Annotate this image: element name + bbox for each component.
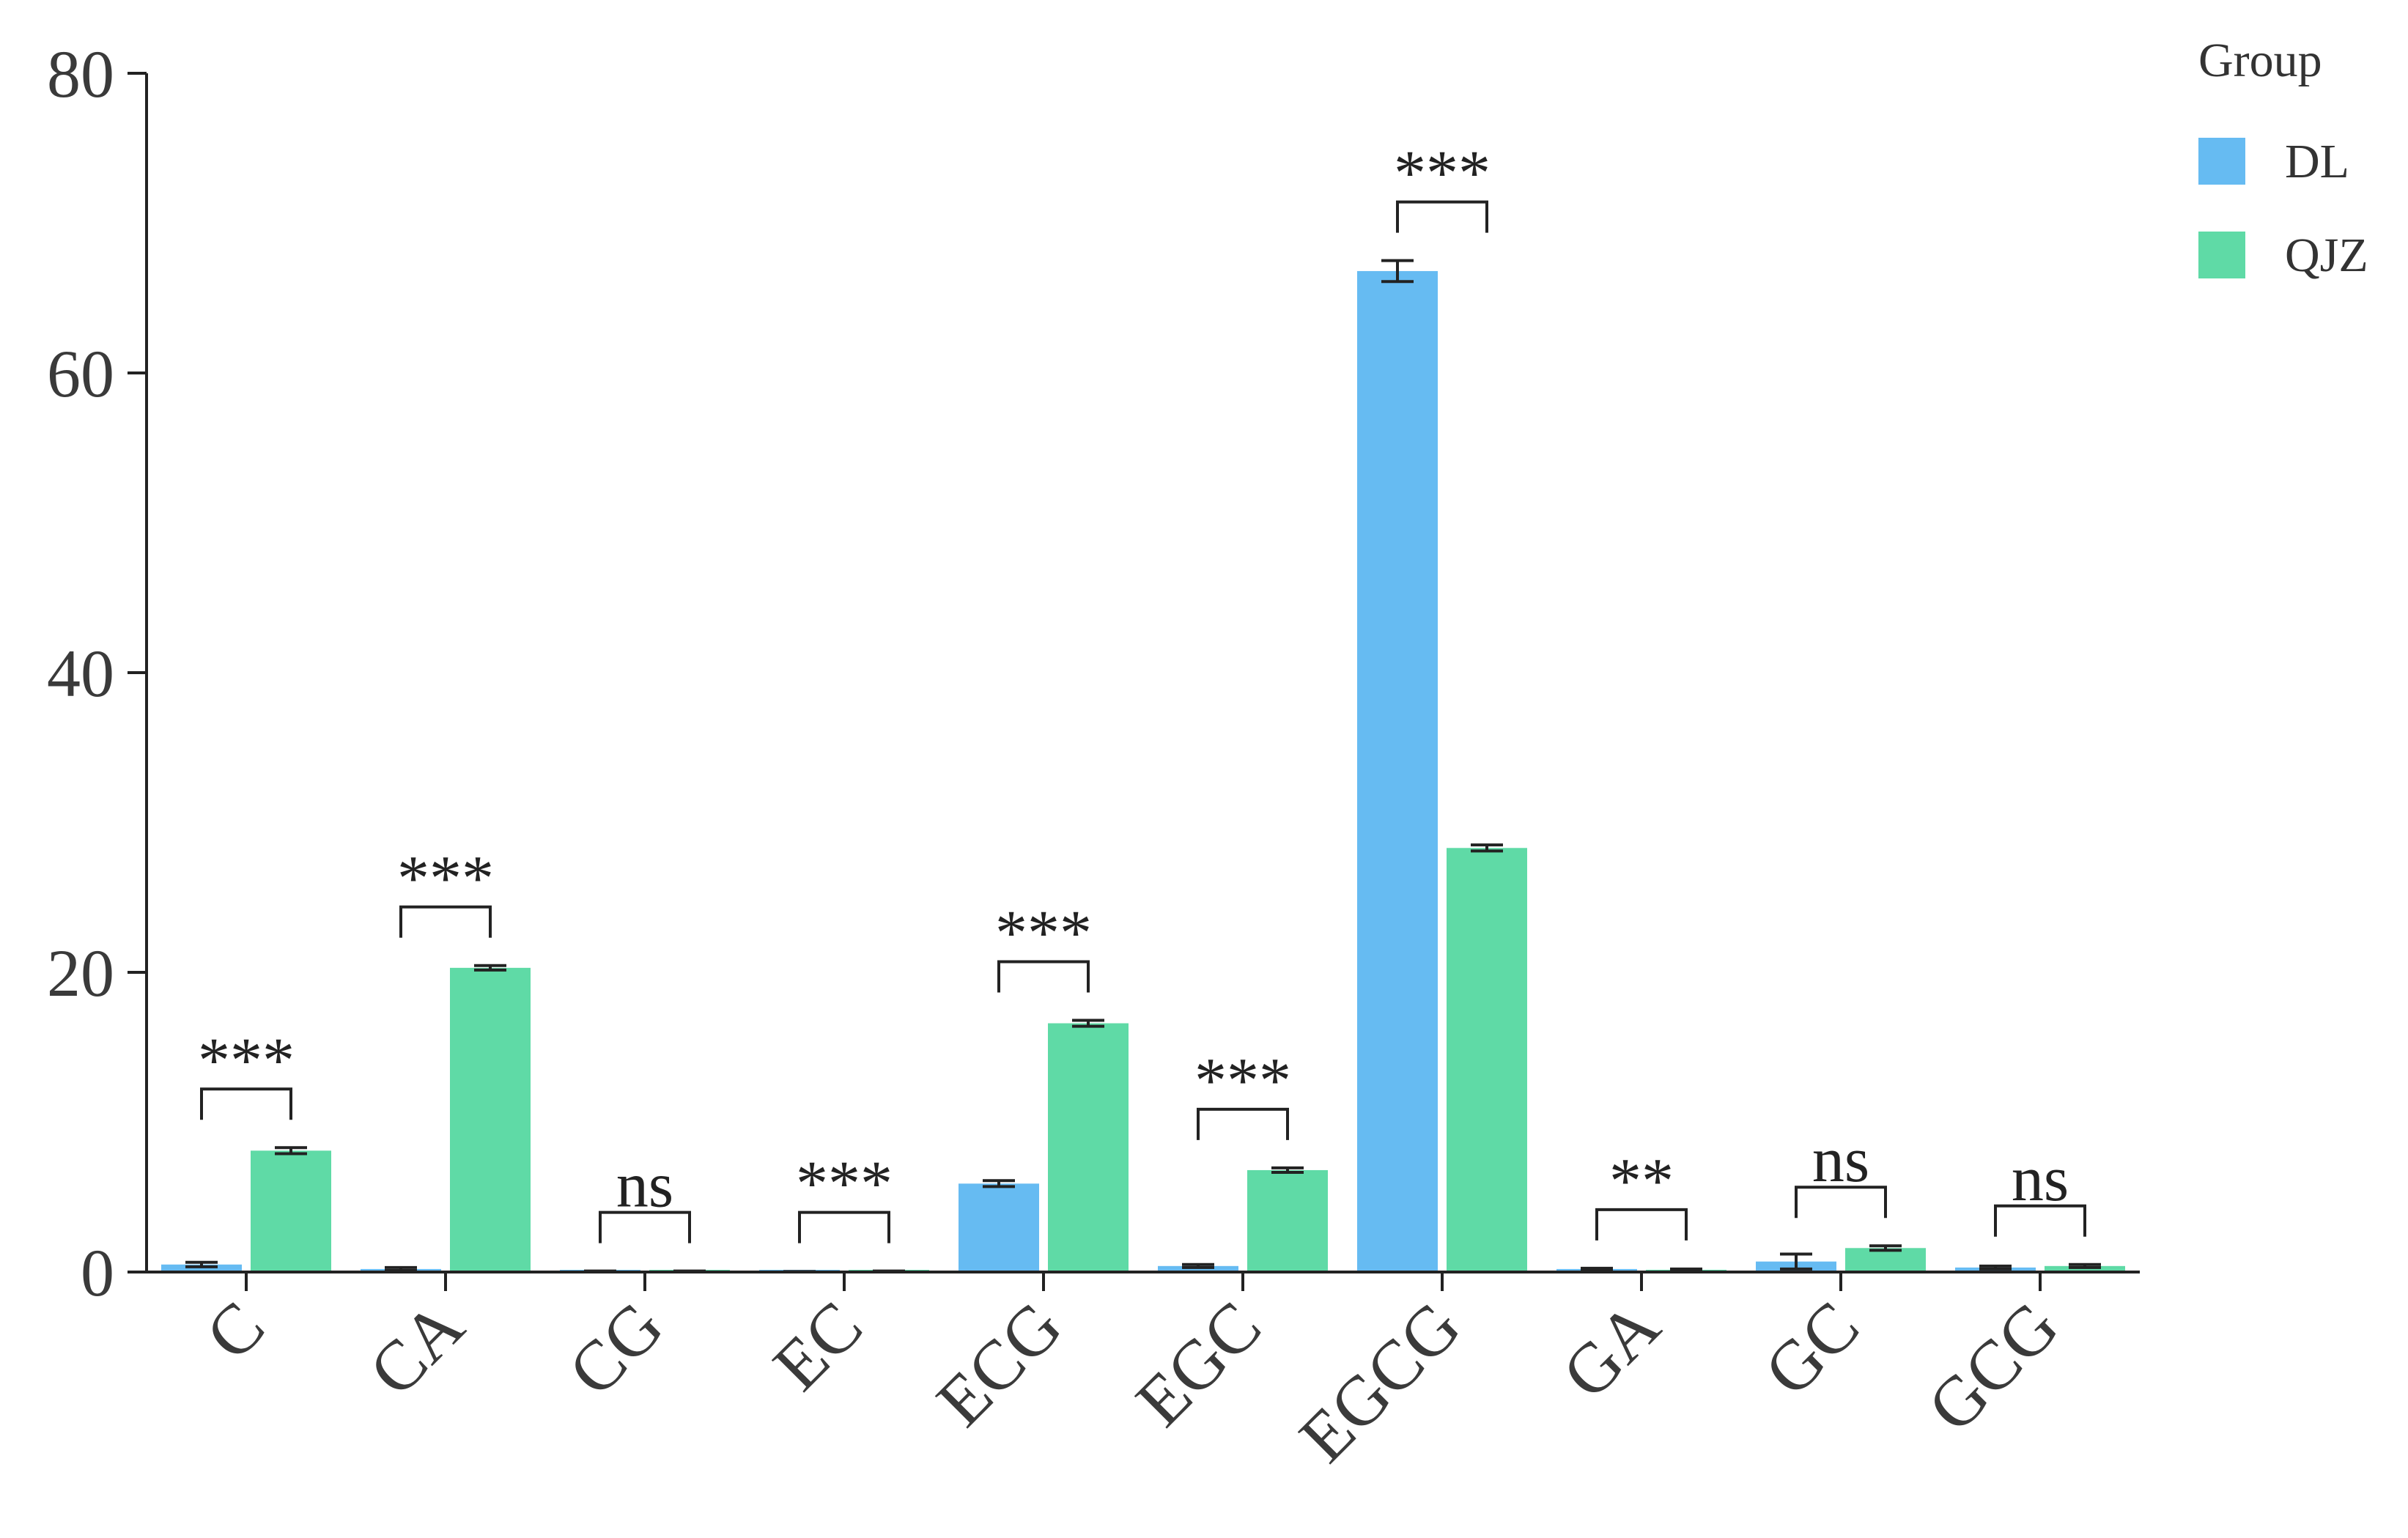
significance-label: *** bbox=[796, 1149, 893, 1220]
significance-bracket bbox=[1396, 200, 1488, 233]
error-bar-qjz-gc bbox=[1869, 1244, 1902, 1252]
bars bbox=[161, 270, 2125, 1273]
y-tick-label: 60 bbox=[47, 336, 114, 411]
x-axis: C CA CG EC ECG EGC EGCG GA GC GCG bbox=[147, 1271, 2140, 1477]
significance-bracket bbox=[1197, 1107, 1289, 1140]
significance-label: ns bbox=[2012, 1144, 2069, 1215]
error-bar-qjz-egcg bbox=[1471, 843, 1503, 853]
bar-qjz-ca bbox=[450, 967, 531, 1272]
x-tick-label: GCG bbox=[1913, 1286, 2073, 1446]
x-tick-label: EC bbox=[758, 1286, 876, 1405]
error-bar-dl-ga bbox=[1581, 1266, 1613, 1271]
significance-bracket bbox=[798, 1210, 890, 1243]
error-bar-dl-gc bbox=[1780, 1252, 1812, 1271]
legend-label-qjz: QJZ bbox=[2285, 229, 2368, 282]
significance-label: *** bbox=[198, 1025, 295, 1096]
legend-title: Group bbox=[2198, 34, 2322, 87]
y-tick-label: 40 bbox=[47, 636, 114, 711]
error-bar-dl-gcg bbox=[1979, 1264, 2012, 1271]
y-axis: 0 20 40 60 80 bbox=[47, 37, 148, 1310]
x-tick-label: C bbox=[191, 1286, 279, 1375]
error-bar-dl-ecg bbox=[983, 1179, 1015, 1188]
error-bar-dl-egcg bbox=[1381, 259, 1414, 284]
significance-bracket bbox=[997, 960, 1090, 993]
legend-swatch-dl bbox=[2198, 138, 2245, 185]
significance-bracket bbox=[599, 1210, 691, 1243]
bar-qjz-gc bbox=[1845, 1248, 1926, 1272]
error-bar-dl-c bbox=[185, 1260, 218, 1268]
significance-label: ** bbox=[1609, 1146, 1674, 1217]
significance-bracket bbox=[200, 1087, 292, 1120]
bar-qjz-c bbox=[251, 1150, 331, 1272]
bar-qjz-egcg bbox=[1447, 848, 1527, 1272]
error-bar-qjz-ga bbox=[1670, 1267, 1702, 1272]
y-tick-label: 80 bbox=[47, 37, 114, 111]
x-tick-label: GA bbox=[1547, 1286, 1674, 1413]
y-tick-label: 20 bbox=[47, 936, 114, 1010]
x-tick-label: CG bbox=[553, 1286, 678, 1411]
error-bar-qjz-c bbox=[275, 1146, 307, 1156]
significance-bracket bbox=[1595, 1208, 1688, 1241]
bar-qjz-egc bbox=[1247, 1169, 1328, 1272]
significance-label: *** bbox=[1394, 138, 1491, 210]
bar-qjz-gcg bbox=[2045, 1265, 2125, 1272]
significance-bracket bbox=[399, 905, 492, 938]
bar-qjz-ecg bbox=[1048, 1023, 1129, 1272]
significance-label: ns bbox=[616, 1150, 673, 1221]
x-tick-label: CA bbox=[354, 1286, 479, 1411]
x-tick-label: ECG bbox=[921, 1286, 1076, 1441]
bar-dl-egc bbox=[1158, 1265, 1238, 1272]
bar-dl-ecg bbox=[959, 1183, 1039, 1272]
error-bar-qjz-ecg bbox=[1072, 1018, 1104, 1028]
significance-bracket bbox=[1994, 1204, 2086, 1237]
x-tick-label: EGCG bbox=[1284, 1286, 1474, 1476]
legend: Group DL QJZ bbox=[2198, 34, 2368, 282]
x-tick-label: EGC bbox=[1120, 1286, 1275, 1441]
error-bar-qjz-egc bbox=[1271, 1166, 1304, 1175]
error-bar-qjz-ca bbox=[474, 964, 506, 972]
significance-label: ns bbox=[1812, 1125, 1869, 1196]
significance-label: *** bbox=[397, 843, 494, 914]
error-bar-dl-egc bbox=[1182, 1262, 1214, 1269]
bar-dl-c bbox=[161, 1264, 242, 1272]
bar-dl-egcg bbox=[1357, 270, 1438, 1273]
legend-label-dl: DL bbox=[2285, 135, 2349, 188]
error-bar-qjz-gcg bbox=[2069, 1262, 2101, 1269]
significance-annotations: ******ns ************** ns ns bbox=[198, 138, 2086, 1243]
significance-label: *** bbox=[1194, 1046, 1291, 1117]
x-tick-label: GC bbox=[1749, 1286, 1874, 1411]
error-bar-dl-ca bbox=[385, 1265, 417, 1272]
legend-swatch-qjz bbox=[2198, 232, 2245, 278]
y-tick-label: 0 bbox=[81, 1235, 114, 1310]
significance-label: *** bbox=[995, 898, 1092, 969]
significance-bracket bbox=[1795, 1186, 1887, 1219]
